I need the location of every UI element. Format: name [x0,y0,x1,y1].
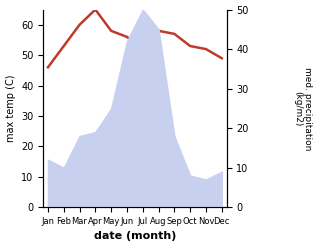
X-axis label: date (month): date (month) [94,231,176,242]
Y-axis label: med. precipitation
(kg/m2): med. precipitation (kg/m2) [293,67,313,150]
Y-axis label: max temp (C): max temp (C) [5,75,16,142]
